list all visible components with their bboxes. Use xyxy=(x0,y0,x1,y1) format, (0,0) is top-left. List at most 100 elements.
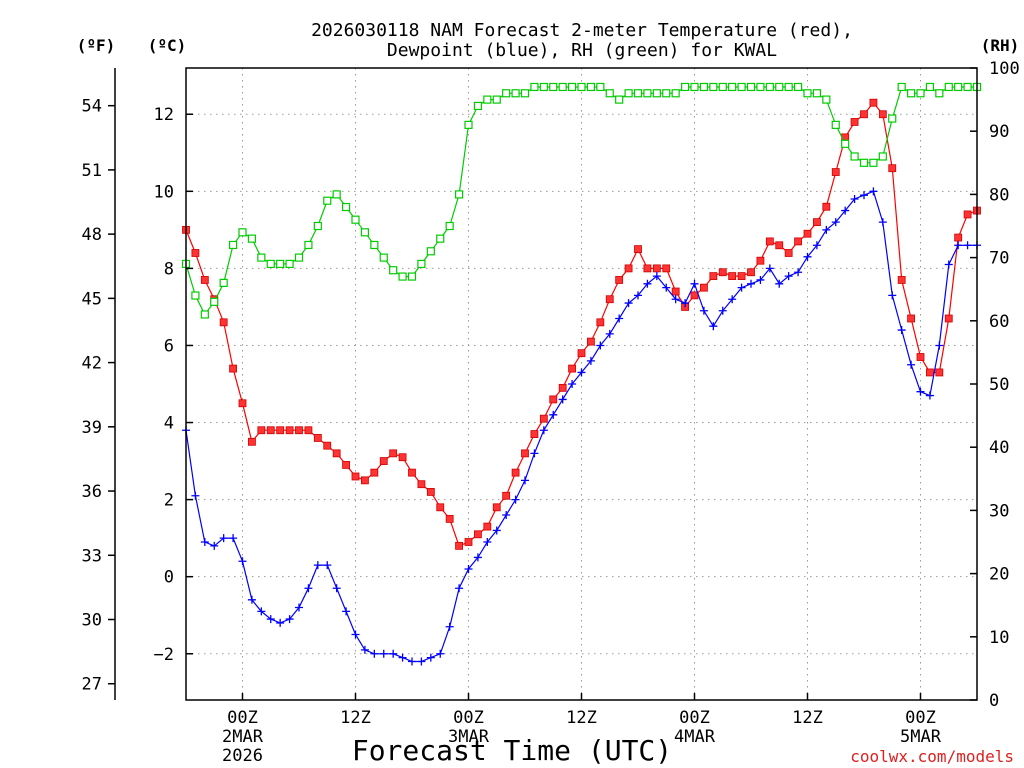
rh-point xyxy=(812,89,822,98)
temperature-point xyxy=(728,272,737,280)
dewpoint-point xyxy=(238,557,247,566)
dewpoint-point xyxy=(794,268,803,277)
dewpoint-point xyxy=(492,526,501,535)
rh-point xyxy=(869,158,878,167)
temperature-point xyxy=(643,264,652,273)
dewpoint-point xyxy=(662,283,671,292)
dewpoint-point xyxy=(558,395,567,404)
rh-tick-label: 20 xyxy=(989,565,1009,585)
rh-point xyxy=(944,82,953,92)
dewpoint-point xyxy=(737,283,746,292)
dewpoint-point xyxy=(586,356,595,365)
date-tick-label: 4MAR xyxy=(674,727,716,747)
fahrenheit-tick-label: 54 xyxy=(82,97,102,117)
temperature-point xyxy=(822,202,831,211)
dewpoint-point xyxy=(690,279,699,288)
rh-tick-label: 100 xyxy=(989,59,1020,79)
rh-point xyxy=(596,82,605,92)
dewpoint-point xyxy=(313,561,322,570)
celsius-tick-label: 6 xyxy=(164,336,174,356)
dewpoint-point xyxy=(219,534,228,543)
temperature-point xyxy=(916,353,925,361)
dewpoint-point xyxy=(897,326,906,335)
temperature-point xyxy=(954,233,963,242)
temperature-point xyxy=(417,480,426,489)
temperature-point xyxy=(436,503,445,512)
dewpoint-point xyxy=(812,241,821,250)
rh-point xyxy=(841,139,850,148)
temperature-point xyxy=(342,461,350,469)
dewpoint-point xyxy=(295,603,303,612)
temperature-point xyxy=(408,468,416,477)
rh-tick-label: 60 xyxy=(989,312,1009,332)
rh-point xyxy=(539,82,548,92)
temperature-point xyxy=(370,468,379,477)
dewpoint-point xyxy=(747,279,755,288)
dewpoint-point xyxy=(455,584,464,593)
rh-point xyxy=(379,253,388,262)
dewpoint-point xyxy=(878,218,887,227)
rh-point xyxy=(652,89,661,98)
rh-point xyxy=(577,82,586,92)
temperature-point xyxy=(935,368,944,377)
dewpoint-point xyxy=(822,225,831,234)
rh-axis-unit: (RH) xyxy=(981,36,1020,55)
rh-point xyxy=(426,247,435,256)
dewpoint-point xyxy=(869,187,878,196)
celsius-tick-label: 2 xyxy=(164,491,174,511)
temperature-point xyxy=(596,318,605,327)
rh-point xyxy=(690,82,699,92)
temperature-point xyxy=(455,541,463,550)
dewpoint-point xyxy=(954,241,963,250)
rh-point xyxy=(191,291,200,300)
time-tick-label: 12Z xyxy=(566,708,597,728)
rh-point xyxy=(520,89,530,98)
dewpoint-point xyxy=(191,491,200,500)
rh-point xyxy=(822,95,831,104)
date-tick-label: 5MAR xyxy=(900,727,942,747)
temperature-point xyxy=(831,168,840,176)
temperature-point xyxy=(662,264,671,273)
rh-tick-label: 80 xyxy=(989,185,1009,205)
dewpoint-point xyxy=(342,607,351,616)
rh-point xyxy=(963,82,972,92)
temperature-point xyxy=(191,249,200,257)
temperature-point xyxy=(238,399,247,408)
temperature-point xyxy=(248,437,256,446)
rh-point xyxy=(398,272,407,281)
rh-point xyxy=(304,240,313,250)
rh-point xyxy=(746,82,756,92)
dewpoint-point xyxy=(464,564,473,573)
temperature-point xyxy=(398,453,407,462)
rh-point xyxy=(219,278,228,287)
axes-ticks: −2 0 2 4 6 8 10 12 27 30 33 36 39 42 45 48 51 54 0 10 20 30 40… xyxy=(82,59,1020,766)
dewpoint-point xyxy=(266,615,275,624)
dewpoint-point xyxy=(370,649,379,658)
temperature-point xyxy=(229,364,237,373)
fahrenheit-axis-unit: (ºF) xyxy=(77,36,116,55)
fahrenheit-tick-label: 42 xyxy=(82,354,102,374)
rh-tick-label: 10 xyxy=(989,628,1009,648)
rh-point xyxy=(586,82,596,92)
temperature-point xyxy=(605,295,614,304)
temperature-point xyxy=(464,538,473,546)
temperature-point xyxy=(219,318,228,327)
rh-point xyxy=(313,221,322,231)
temperature-point xyxy=(351,472,360,481)
dewpoint-point xyxy=(276,618,285,627)
rh-point xyxy=(483,95,492,104)
dewpoint-point xyxy=(530,449,539,458)
dewpoint-point xyxy=(784,272,793,281)
dewpoint-point xyxy=(775,279,784,288)
dewpoint-point xyxy=(549,410,558,419)
date-tick-label: 2MAR xyxy=(222,727,264,747)
temperature-point xyxy=(963,210,972,219)
temperature-point xyxy=(266,426,275,435)
dewpoint-point xyxy=(596,341,605,350)
rh-point xyxy=(332,190,341,199)
temperature-point xyxy=(747,268,755,277)
temperature-point xyxy=(624,264,633,273)
rh-point xyxy=(765,82,774,92)
rh-point xyxy=(784,82,793,92)
temperature-point xyxy=(474,530,482,539)
